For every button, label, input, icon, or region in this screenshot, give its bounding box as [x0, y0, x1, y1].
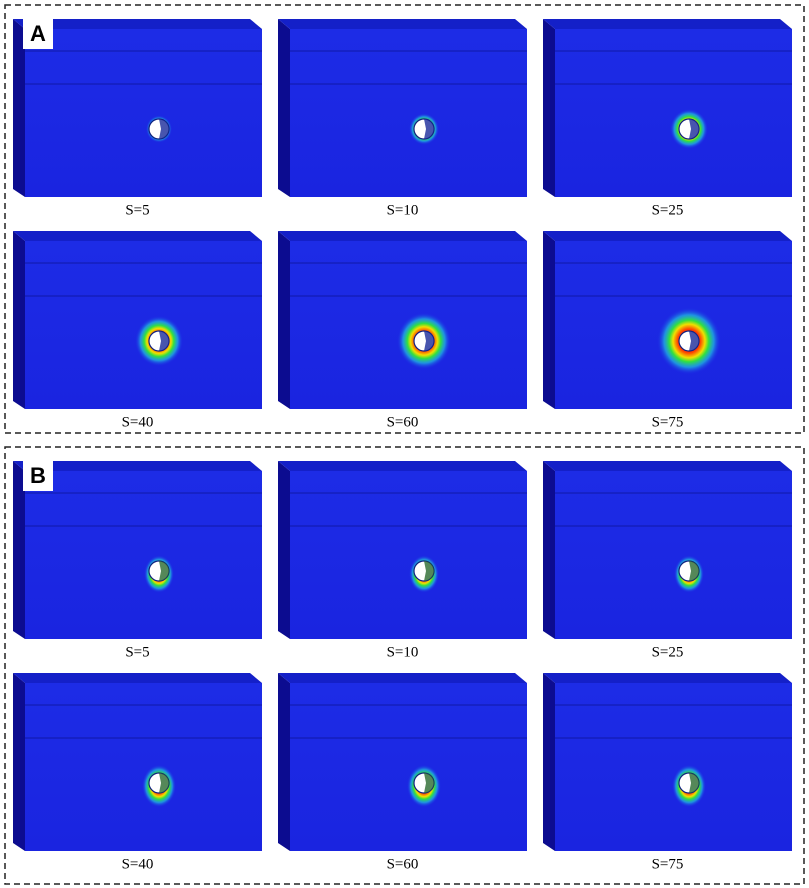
caption: S=5 — [125, 644, 149, 660]
panel-border — [4, 4, 805, 434]
caption: S=75 — [652, 414, 684, 430]
simulation-block — [13, 231, 262, 409]
tunnel-lining — [424, 331, 434, 351]
caption: S=40 — [122, 856, 154, 872]
simulation-block — [543, 19, 792, 197]
block-side — [278, 19, 290, 197]
block-top — [278, 461, 527, 471]
block-front — [25, 471, 262, 639]
panel-label-box — [23, 461, 53, 491]
block-front — [555, 29, 792, 197]
simulation-block — [543, 673, 792, 851]
block-front — [290, 683, 527, 851]
panel-label-box — [23, 19, 53, 49]
simulation-block — [278, 19, 527, 197]
tunnel-lining — [159, 119, 169, 139]
tunnel-lining — [159, 773, 169, 793]
simulation-block — [13, 19, 262, 197]
block-side — [543, 673, 555, 851]
block-top — [13, 461, 262, 471]
simulation-block — [13, 673, 262, 851]
simulation-block — [278, 461, 527, 639]
block-side — [543, 461, 555, 639]
caption: S=60 — [387, 856, 419, 872]
block-front — [555, 471, 792, 639]
tunnel-lining — [424, 561, 434, 581]
block-front — [25, 29, 262, 197]
simulation-block — [543, 461, 792, 639]
tunnel-lining — [159, 561, 169, 581]
block-front — [290, 29, 527, 197]
caption: S=75 — [652, 856, 684, 872]
block-side — [13, 461, 25, 639]
caption: S=10 — [387, 202, 419, 218]
tunnel-lining — [689, 773, 699, 793]
simulation-block — [278, 673, 527, 851]
caption: S=60 — [387, 414, 419, 430]
block-side — [278, 461, 290, 639]
block-top — [278, 19, 527, 29]
panel-label: B — [30, 463, 46, 488]
block-top — [13, 19, 262, 29]
caption: S=25 — [652, 202, 684, 218]
block-top — [278, 231, 527, 241]
block-top — [543, 461, 792, 471]
block-side — [13, 673, 25, 851]
caption: S=40 — [122, 414, 154, 430]
block-side — [13, 19, 25, 197]
block-top — [13, 673, 262, 683]
panel-label: A — [30, 21, 46, 46]
caption: S=10 — [387, 644, 419, 660]
block-top — [543, 231, 792, 241]
simulation-block — [278, 231, 527, 409]
block-top — [543, 673, 792, 683]
block-side — [543, 231, 555, 409]
block-top — [278, 673, 527, 683]
caption: S=25 — [652, 644, 684, 660]
block-side — [13, 231, 25, 409]
block-side — [543, 19, 555, 197]
simulation-block — [13, 461, 262, 639]
tunnel-lining — [689, 561, 699, 581]
panel-border — [4, 446, 805, 885]
block-side — [278, 673, 290, 851]
block-front — [555, 683, 792, 851]
tunnel-lining — [424, 773, 434, 793]
simulation-block — [543, 231, 792, 409]
caption: S=5 — [125, 202, 149, 218]
tunnel-lining — [159, 331, 169, 351]
block-front — [290, 471, 527, 639]
tunnel-lining — [689, 331, 699, 351]
block-top — [543, 19, 792, 29]
block-front — [25, 683, 262, 851]
block-side — [278, 231, 290, 409]
block-top — [13, 231, 262, 241]
tunnel-lining — [689, 119, 699, 139]
tunnel-lining — [424, 119, 434, 139]
